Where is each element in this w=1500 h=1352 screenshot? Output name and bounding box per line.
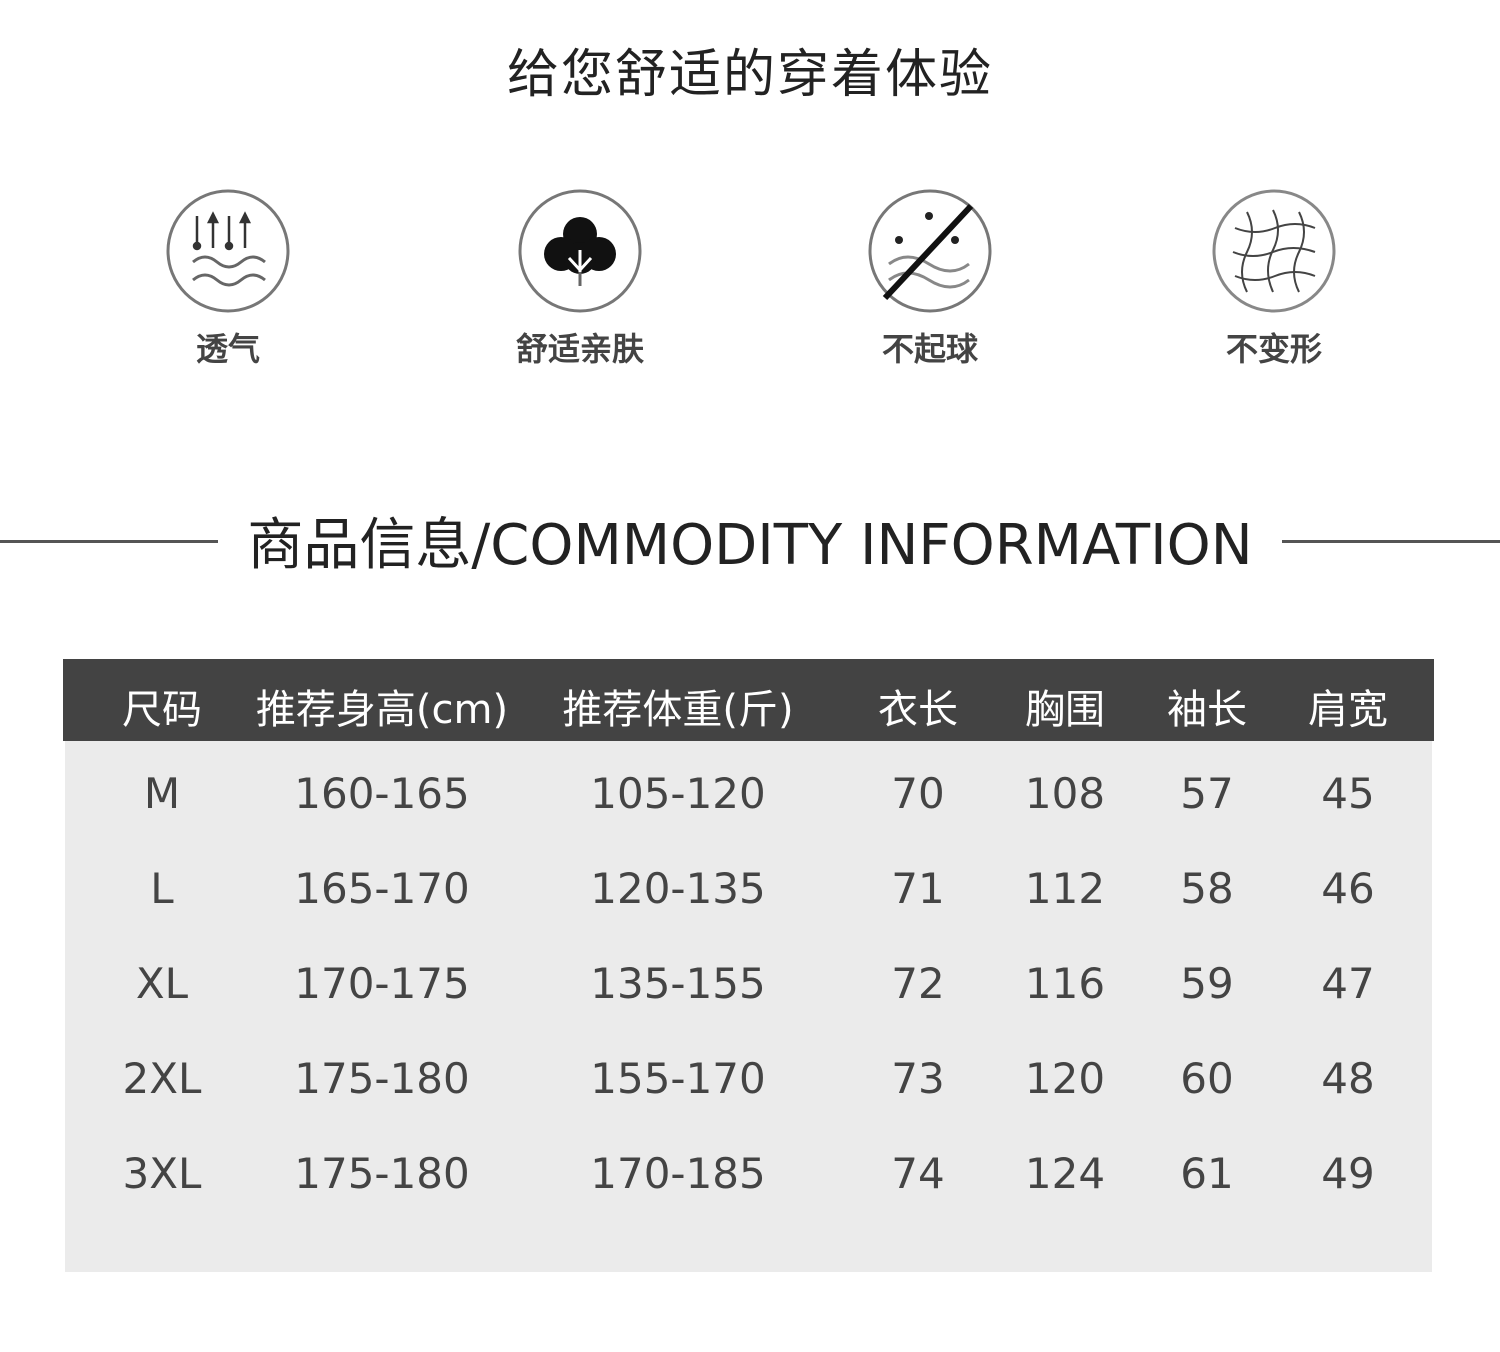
table-cell: 45	[1321, 769, 1375, 818]
header-size: 尺码	[122, 687, 202, 733]
table-row: 3XL 175-180 170-185 74 124 61 49	[65, 1149, 1432, 1209]
feature-cotton: 舒适亲肤	[480, 188, 680, 370]
table-row: M 160-165 105-120 70 108 57 45	[65, 769, 1432, 829]
table-cell: L	[150, 864, 174, 913]
feature-label: 透气	[195, 330, 260, 368]
feature-label: 不变形	[1225, 330, 1322, 368]
table-cell: 124	[1024, 1149, 1106, 1198]
table-cell: 2XL	[122, 1054, 202, 1103]
table-cell: 120	[1024, 1054, 1106, 1103]
table-body: M 160-165 105-120 70 108 57 45 L 165-170 120-135 7…	[65, 741, 1432, 1272]
table-cell: 48	[1321, 1054, 1375, 1103]
table-cell: 112	[1024, 864, 1106, 913]
feature-label: 舒适亲肤	[515, 330, 644, 368]
table-cell: 74	[891, 1149, 945, 1198]
feature-label: 不起球	[881, 330, 978, 368]
cotton-icon	[518, 189, 642, 313]
feature-breathable: 透气	[128, 188, 328, 370]
table-cell: 58	[1180, 864, 1234, 913]
fiber-mesh-icon	[1212, 189, 1336, 313]
table-cell: 73	[891, 1054, 945, 1103]
table-cell: 120-135	[590, 864, 766, 913]
table-cell: 61	[1180, 1149, 1234, 1198]
table-cell: 71	[891, 864, 945, 913]
table-cell: 49	[1321, 1149, 1375, 1198]
table-cell: 170-175	[294, 959, 470, 1008]
table-cell: 59	[1180, 959, 1234, 1008]
table-cell: M	[143, 769, 181, 818]
table-header: 尺码 推荐身高(cm) 推荐体重(斤) 衣长 胸围 袖长 肩宽	[63, 659, 1434, 741]
table-cell: 47	[1321, 959, 1375, 1008]
table-cell: 170-185	[590, 1149, 766, 1198]
section-title: 商品信息/COMMODITY INFORMATION	[247, 513, 1253, 578]
header-length: 衣长	[878, 687, 958, 733]
header-chest: 胸围	[1025, 687, 1105, 733]
table-cell: 160-165	[294, 769, 470, 818]
header-shoulder: 肩宽	[1308, 687, 1388, 733]
table-cell: 60	[1180, 1054, 1234, 1103]
table-cell: 57	[1180, 769, 1234, 818]
divider-left	[0, 540, 218, 543]
table-cell: 155-170	[590, 1054, 766, 1103]
table-row: XL 170-175 135-155 72 116 59 47	[65, 959, 1432, 1019]
table-cell: 116	[1024, 959, 1106, 1008]
feature-no-deform: 不变形	[1174, 188, 1374, 370]
table-row: L 165-170 120-135 71 112 58 46	[65, 864, 1432, 924]
table-cell: 105-120	[590, 769, 766, 818]
no-pilling-icon	[868, 189, 992, 313]
table-cell: 70	[891, 769, 945, 818]
page-title: 给您舒适的穿着体验	[506, 45, 993, 105]
header-height: 推荐身高(cm)	[255, 687, 509, 733]
table-cell: 165-170	[294, 864, 470, 913]
divider-right	[1282, 540, 1500, 543]
table-cell: XL	[135, 959, 189, 1008]
table-cell: 175-180	[294, 1149, 470, 1198]
header-sleeve: 袖长	[1167, 687, 1247, 733]
table-cell: 3XL	[122, 1149, 202, 1198]
table-cell: 46	[1321, 864, 1375, 913]
header-weight: 推荐体重(斤)	[562, 687, 794, 733]
feature-no-pilling: 不起球	[830, 188, 1030, 370]
table-cell: 135-155	[590, 959, 766, 1008]
size-table: 尺码 推荐身高(cm) 推荐体重(斤) 衣长 胸围 袖长 肩宽 M 160-165…	[63, 659, 1434, 1272]
table-cell: 108	[1024, 769, 1106, 818]
table-cell: 72	[891, 959, 945, 1008]
breathable-icon	[166, 189, 290, 313]
table-row: 2XL 175-180 155-170 73 120 60 48	[65, 1054, 1432, 1114]
table-cell: 175-180	[294, 1054, 470, 1103]
